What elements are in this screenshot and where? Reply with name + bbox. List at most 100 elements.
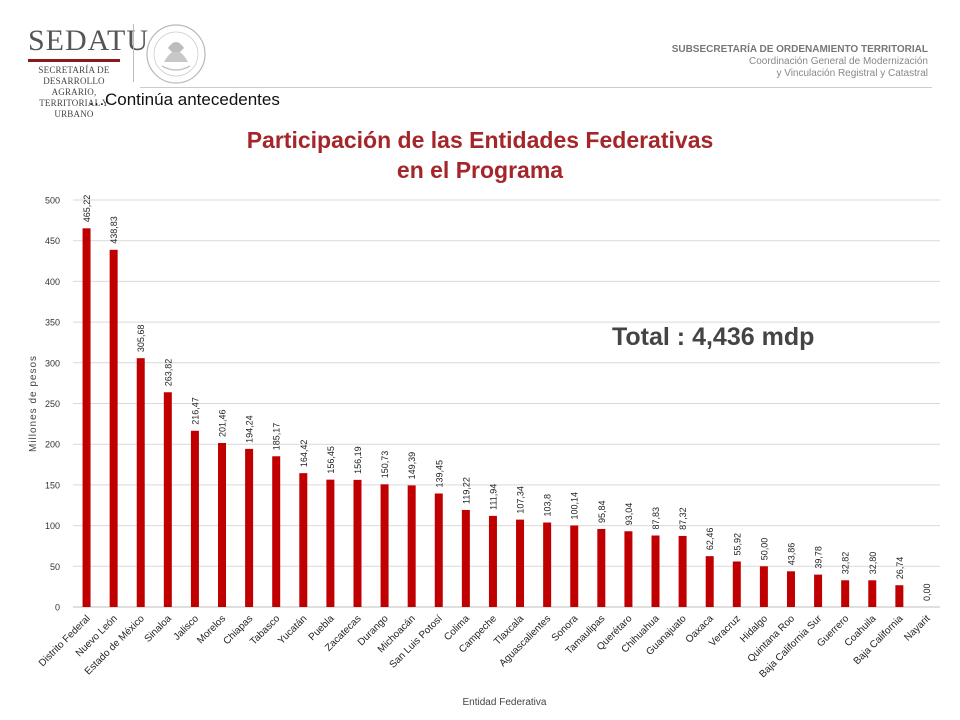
data-label: 263,82: [163, 359, 173, 387]
data-label: 107,34: [516, 486, 526, 514]
bar: [624, 531, 633, 607]
bar: [299, 473, 308, 607]
logo-main-text: SEDATU: [28, 24, 150, 57]
y-tick-label: 500: [45, 196, 60, 206]
subsecretaria-info: SUBSECRETARÍA DE ORDENAMIENTO TERRITORIA…: [672, 44, 928, 80]
bar: [163, 392, 172, 607]
data-label: 32,82: [841, 552, 851, 575]
data-label: 95,84: [597, 500, 607, 523]
bar: [516, 519, 525, 607]
data-label: 0,00: [922, 583, 932, 601]
bar: [651, 535, 660, 607]
x-axis-label: Entidad Federativa: [463, 697, 547, 708]
bar: [488, 515, 497, 607]
bar: [434, 493, 443, 607]
continued-label: …Continúa antecedentes: [88, 90, 280, 109]
data-label: 438,83: [109, 216, 119, 244]
y-axis-label: Millones de pesos: [28, 355, 39, 452]
bar: [786, 571, 795, 607]
bar: [678, 535, 687, 607]
data-label: 32,80: [868, 552, 878, 575]
data-label: 164,42: [299, 440, 309, 468]
y-tick-label: 200: [45, 440, 60, 450]
y-tick-label: 450: [45, 236, 60, 246]
y-tick-label: 250: [45, 399, 60, 409]
data-label: 87,83: [651, 507, 661, 530]
logo-separator: [133, 24, 134, 82]
y-tick-label: 400: [45, 277, 60, 287]
bar: [759, 566, 768, 607]
mexico-seal-icon: [146, 24, 206, 84]
data-label: 150,73: [380, 451, 390, 479]
chart-title: Participación de las Entidades Federativ…: [0, 125, 960, 185]
y-tick-label: 150: [45, 480, 60, 490]
data-label: 465,22: [82, 195, 92, 223]
bar: [841, 580, 850, 607]
bar: [380, 484, 389, 607]
bar: [190, 430, 199, 607]
data-label: 50,00: [759, 538, 769, 561]
bar: [895, 585, 904, 607]
data-label: 139,45: [434, 460, 444, 488]
chart-title-line-1: Participación de las Entidades Federativ…: [246, 127, 714, 153]
bar: [326, 479, 335, 607]
data-label: 111,94: [488, 484, 498, 510]
bar: [814, 574, 823, 607]
data-label: 185,17: [272, 423, 282, 451]
bar: [245, 448, 254, 607]
data-label: 305,68: [136, 325, 146, 353]
data-label: 201,46: [218, 409, 228, 437]
logo-sub-line-3: TERRITORIAL Y URBANO: [39, 98, 109, 119]
data-label: 26,74: [895, 557, 905, 580]
data-label: 39,78: [814, 546, 824, 569]
coordinacion-line-1: Coordinación General de Modernización: [749, 56, 928, 67]
data-label: 43,86: [786, 543, 796, 566]
data-label: 119,22: [461, 477, 471, 504]
logo-sub-line-2: DESARROLLO AGRARIO,: [43, 76, 105, 97]
data-label: 62,46: [705, 528, 715, 551]
total-label: Total : 4,436 mdp: [612, 323, 815, 351]
bar: [82, 228, 91, 607]
y-tick-label: 50: [50, 562, 60, 572]
data-label: 156,19: [353, 446, 363, 474]
subsecretaria-title: SUBSECRETARÍA DE ORDENAMIENTO TERRITORIA…: [671, 44, 928, 55]
data-label: 149,39: [407, 452, 417, 480]
bar: [461, 509, 470, 607]
chart-title-line-2: en el Programa: [396, 157, 564, 183]
bar: [732, 561, 741, 607]
bar: [353, 479, 362, 607]
bar: [543, 522, 552, 607]
data-label: 103,8: [543, 494, 553, 517]
bar: [407, 485, 416, 607]
sedatu-logo: SEDATU SECRETARÍA DE DESARROLLO AGRARIO,…: [28, 26, 149, 120]
y-tick-label: 0: [55, 603, 60, 613]
bar: [868, 580, 877, 607]
logo-sub-line-1: SECRETARÍA DE: [38, 65, 110, 75]
data-label: 55,92: [732, 533, 742, 556]
data-label: 156,45: [326, 446, 336, 474]
category-label: Yucatán: [276, 613, 309, 646]
category-label: Baja California: [852, 613, 906, 667]
bar: [272, 456, 281, 607]
data-label: 87,32: [678, 507, 688, 530]
bar: [570, 525, 579, 607]
data-label: 100,14: [570, 492, 580, 520]
header-rule: [140, 87, 932, 88]
y-tick-label: 300: [45, 358, 60, 368]
category-label: Nayarit: [902, 613, 932, 643]
data-label: 194,24: [245, 415, 255, 443]
bar: [597, 528, 606, 607]
logo-divider: [28, 59, 120, 62]
bar: [705, 556, 714, 607]
coordinacion-line-2: y Vinculación Registral y Catastral: [776, 68, 928, 79]
bar: [109, 249, 118, 608]
category-label: Sinaloa: [143, 613, 175, 645]
y-tick-label: 350: [45, 318, 60, 328]
bar: [218, 443, 227, 607]
category-label: Tabasco: [248, 613, 282, 647]
y-tick-label: 100: [45, 521, 60, 531]
data-label: 93,04: [624, 503, 634, 526]
bar: [136, 358, 145, 607]
data-label: 216,47: [190, 397, 200, 425]
